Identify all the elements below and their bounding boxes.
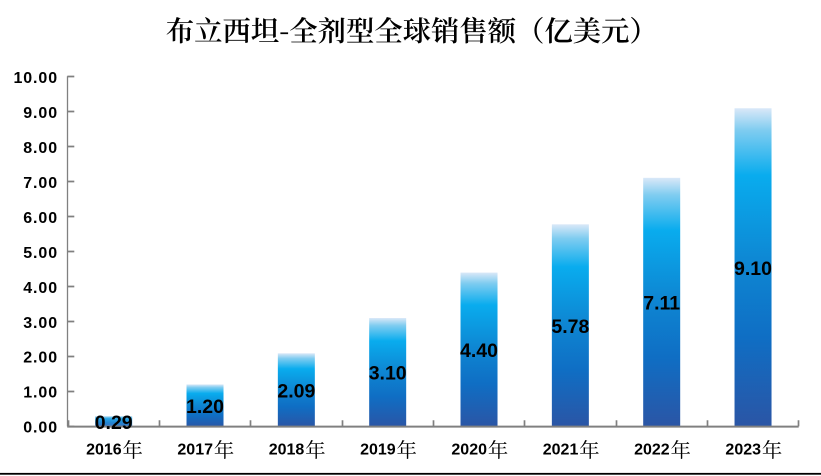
svg-text:2016: 2016 [86, 441, 122, 458]
svg-text:7.00: 7.00 [23, 175, 58, 192]
svg-text:2019: 2019 [360, 441, 396, 458]
svg-text:2018: 2018 [269, 441, 305, 458]
svg-text:4.40: 4.40 [460, 340, 498, 362]
svg-text:2023: 2023 [725, 441, 761, 458]
svg-text:9.10: 9.10 [734, 258, 772, 280]
svg-text:2.09: 2.09 [277, 380, 315, 402]
svg-text:2021: 2021 [543, 441, 579, 458]
svg-text:5.00: 5.00 [23, 245, 58, 262]
svg-text:10.00: 10.00 [13, 70, 58, 87]
svg-text:7.11: 7.11 [643, 293, 680, 315]
svg-text:6.00: 6.00 [23, 210, 58, 227]
svg-text:2017: 2017 [177, 441, 213, 458]
svg-text:2020: 2020 [451, 441, 487, 458]
svg-text:8.00: 8.00 [23, 140, 58, 157]
svg-text:0.00: 0.00 [23, 420, 58, 437]
svg-text:1.20: 1.20 [186, 396, 224, 418]
svg-text:9.00: 9.00 [23, 105, 58, 122]
svg-text:2.00: 2.00 [23, 350, 58, 367]
svg-text:4.00: 4.00 [23, 280, 58, 297]
svg-text:1.00: 1.00 [23, 385, 58, 402]
svg-text:3.00: 3.00 [23, 315, 58, 332]
svg-text:0.29: 0.29 [95, 412, 133, 434]
svg-text:2022: 2022 [634, 441, 670, 458]
svg-text:5.78: 5.78 [551, 316, 589, 338]
svg-text:3.10: 3.10 [369, 363, 407, 385]
